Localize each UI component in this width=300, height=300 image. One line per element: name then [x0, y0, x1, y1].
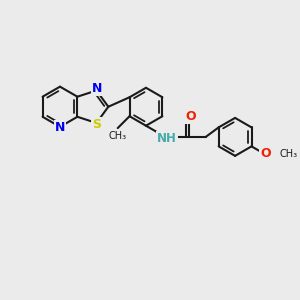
Text: N: N [92, 82, 102, 95]
Text: N: N [55, 121, 65, 134]
Text: O: O [260, 147, 271, 160]
Text: CH₃: CH₃ [109, 131, 127, 141]
Text: CH₃: CH₃ [279, 149, 298, 159]
Text: O: O [185, 110, 196, 123]
Text: NH: NH [157, 132, 177, 145]
Text: S: S [92, 118, 101, 131]
